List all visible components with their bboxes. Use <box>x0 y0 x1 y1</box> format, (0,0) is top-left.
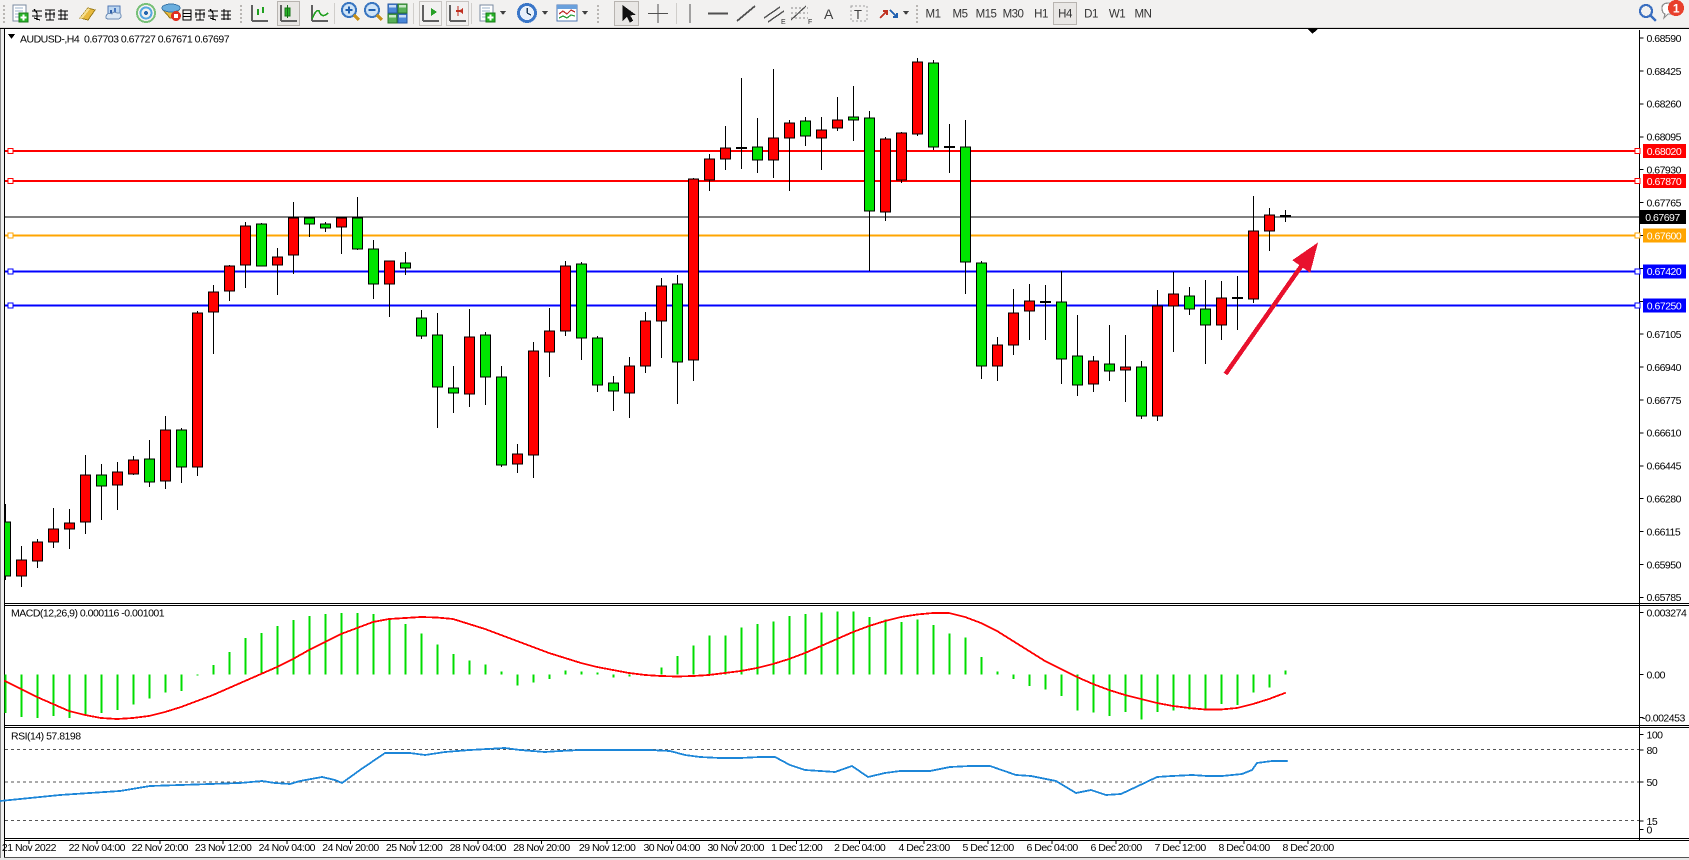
svg-text:23 Nov 12:00: 23 Nov 12:00 <box>195 842 252 854</box>
svg-text:25 Nov 12:00: 25 Nov 12:00 <box>386 842 443 854</box>
svg-text:30 Nov 20:00: 30 Nov 20:00 <box>707 842 764 854</box>
svg-text:0.67105: 0.67105 <box>1647 329 1682 341</box>
svg-text:0.66115: 0.66115 <box>1647 526 1681 538</box>
svg-text:1: 1 <box>1673 2 1680 16</box>
svg-text:0.67420: 0.67420 <box>1647 266 1682 278</box>
svg-text:8 Dec 20:00: 8 Dec 20:00 <box>1283 842 1335 854</box>
svg-text:D1: D1 <box>1084 9 1098 21</box>
svg-text:2 Dec 04:00: 2 Dec 04:00 <box>834 842 886 854</box>
svg-text:4 Dec 23:00: 4 Dec 23:00 <box>899 842 951 854</box>
svg-text:0.68095: 0.68095 <box>1647 132 1682 144</box>
svg-text:H1: H1 <box>1034 9 1048 21</box>
svg-text:0.67930: 0.67930 <box>1647 165 1682 177</box>
svg-text:M30: M30 <box>1003 9 1024 21</box>
svg-text:0.67697: 0.67697 <box>1645 212 1680 224</box>
svg-text:0: 0 <box>1647 824 1653 836</box>
svg-text:28 Nov 04:00: 28 Nov 04:00 <box>450 842 507 854</box>
svg-text:0.66280: 0.66280 <box>1647 494 1682 506</box>
svg-text:0.66775: 0.66775 <box>1647 395 1682 407</box>
svg-text:M1: M1 <box>926 9 941 21</box>
svg-text:-0.002453: -0.002453 <box>1642 712 1685 724</box>
svg-text:0.67870: 0.67870 <box>1647 176 1682 188</box>
svg-text:6 Dec 04:00: 6 Dec 04:00 <box>1027 842 1079 854</box>
svg-text:F: F <box>808 19 812 26</box>
svg-text:MACD(12,26,9) 0.000116 -0.0010: MACD(12,26,9) 0.000116 -0.001001 <box>11 608 165 620</box>
svg-text:AUDUSD-,H4 0.67703 0.67727 0.: AUDUSD-,H4 0.67703 0.67727 0.67671 0.676… <box>20 34 230 46</box>
svg-text:8 Dec 04:00: 8 Dec 04:00 <box>1219 842 1271 854</box>
svg-text:15: 15 <box>1647 816 1658 828</box>
svg-text:A: A <box>824 6 834 22</box>
svg-text:0.68020: 0.68020 <box>1647 146 1682 158</box>
svg-text:24 Nov 20:00: 24 Nov 20:00 <box>322 842 379 854</box>
svg-text:0.00: 0.00 <box>1647 669 1666 681</box>
svg-text:0.68590: 0.68590 <box>1647 33 1682 45</box>
svg-text:28 Nov 20:00: 28 Nov 20:00 <box>513 842 570 854</box>
svg-text:0.66445: 0.66445 <box>1647 461 1682 473</box>
svg-text:100: 100 <box>1647 729 1664 741</box>
svg-text:0.67600: 0.67600 <box>1647 230 1682 242</box>
svg-text:5 Dec 12:00: 5 Dec 12:00 <box>963 842 1015 854</box>
svg-text:0.66940: 0.66940 <box>1647 362 1682 374</box>
svg-text:0.68425: 0.68425 <box>1647 66 1682 78</box>
svg-text:H4: H4 <box>1058 9 1073 21</box>
svg-text:0.67250: 0.67250 <box>1647 300 1682 312</box>
svg-text:M5: M5 <box>953 9 968 21</box>
svg-text:0.65785: 0.65785 <box>1647 592 1682 604</box>
svg-text:W1: W1 <box>1109 9 1125 21</box>
svg-text:M15: M15 <box>976 9 997 21</box>
svg-text:1 Dec 12:00: 1 Dec 12:00 <box>771 842 823 854</box>
svg-text:21 Nov 2022: 21 Nov 2022 <box>2 842 57 854</box>
svg-text:E: E <box>781 19 786 26</box>
svg-text:RSI(14) 57.8198: RSI(14) 57.8198 <box>11 731 81 743</box>
svg-text:MN: MN <box>1135 9 1152 21</box>
svg-text:7 Dec 12:00: 7 Dec 12:00 <box>1155 842 1207 854</box>
svg-text:T: T <box>854 7 862 22</box>
svg-text:0.65950: 0.65950 <box>1647 559 1682 571</box>
svg-text:24 Nov 04:00: 24 Nov 04:00 <box>259 842 316 854</box>
svg-text:22 Nov 04:00: 22 Nov 04:00 <box>69 842 126 854</box>
svg-text:80: 80 <box>1647 745 1658 757</box>
svg-text:50: 50 <box>1647 777 1658 789</box>
svg-text:0.003274: 0.003274 <box>1647 607 1687 619</box>
svg-text:29 Nov 12:00: 29 Nov 12:00 <box>579 842 636 854</box>
svg-text:22 Nov 20:00: 22 Nov 20:00 <box>132 842 189 854</box>
svg-text:6 Dec 20:00: 6 Dec 20:00 <box>1091 842 1143 854</box>
svg-text:0.68260: 0.68260 <box>1647 99 1682 111</box>
svg-text:30 Nov 04:00: 30 Nov 04:00 <box>643 842 700 854</box>
svg-text:0.66610: 0.66610 <box>1647 428 1682 440</box>
svg-text:0.67765: 0.67765 <box>1647 197 1682 209</box>
